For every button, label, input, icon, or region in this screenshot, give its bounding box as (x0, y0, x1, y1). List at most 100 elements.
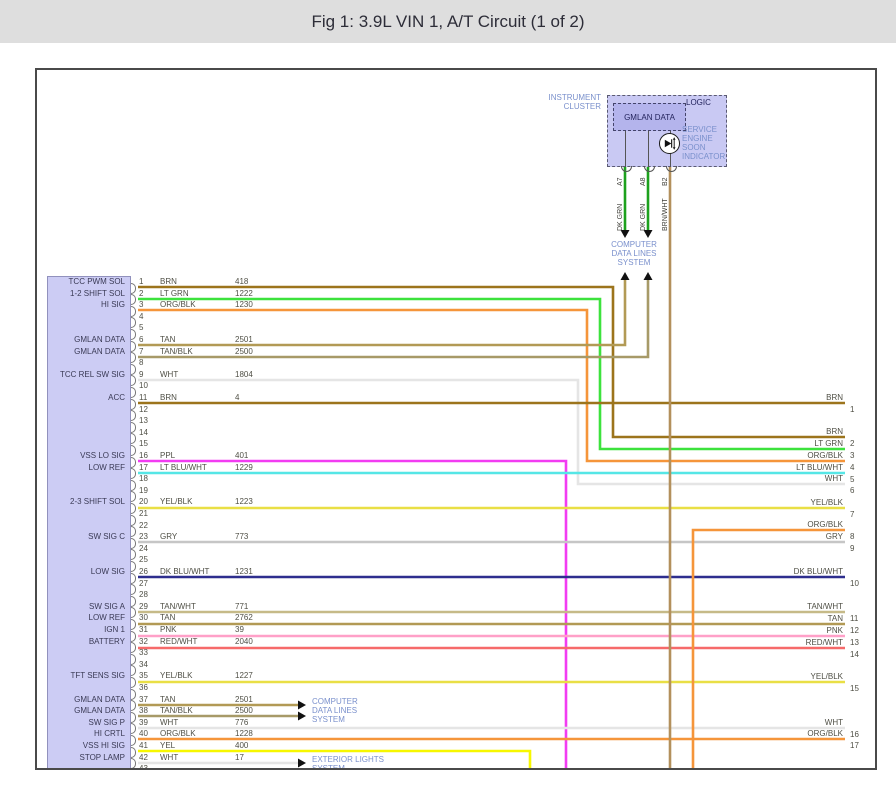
row-pin-number: 14 (139, 427, 148, 437)
right-pin-wire-color: LT BLU/WHT (796, 463, 843, 472)
row-wire-color: WHT (160, 369, 179, 379)
right-pin-number: 7 (850, 510, 855, 519)
wire-arrow-cluster-a8 (643, 230, 653, 238)
pin-notch (131, 398, 136, 410)
row-circuit-number: 1804 (235, 369, 253, 379)
right-pin-wire-color: YEL/BLK (810, 672, 843, 681)
row-pin-number: 22 (139, 520, 148, 530)
left-connector-box (47, 276, 131, 768)
right-pin-wire-color: WHT (824, 474, 843, 483)
right-pin-wire-color: PNK (826, 626, 843, 635)
right-pin-number: 10 (850, 579, 859, 588)
row-pin-number: 34 (139, 659, 148, 669)
row-wire-color: BRN (160, 277, 177, 286)
row-wire-color: YEL/BLK (160, 497, 193, 507)
pin-notch (131, 340, 136, 352)
right-pin-wire-color: BRN (826, 393, 843, 402)
connector-row-label: VSS LO SIG (80, 451, 125, 460)
row-pin-number: 12 (139, 404, 148, 414)
row-wire-color: TAN/WHT (160, 601, 196, 611)
row-pin-number: 26 (139, 567, 148, 576)
row-wire-color: TAN/BLK (160, 706, 193, 716)
pin-notch (131, 758, 136, 768)
diagram-panel[interactable]: INSTRUMENT CLUSTER GMLAN DATA LOGIC SERV… (35, 68, 877, 770)
row-pin-number: 7 (139, 346, 144, 356)
pin-notch (131, 688, 136, 700)
right-pin-number: 1 (850, 405, 855, 414)
wire-arrow-row-37 (298, 700, 306, 710)
row-pin-number: 18 (139, 474, 148, 484)
right-pin-number: 16 (850, 730, 859, 739)
connector-row-label: LOW REF (88, 613, 125, 623)
right-pin-number: 9 (850, 544, 855, 553)
row-wire-color: LT BLU/WHT (160, 462, 207, 472)
cluster-internal-wire (648, 131, 649, 167)
pin-notch (131, 421, 136, 433)
row-pin-number: 36 (139, 683, 148, 692)
right-pin-wire-color: ORG/BLK (807, 729, 843, 738)
row-pin-number: 11 (139, 393, 148, 402)
connector-row-label: LOW REF (88, 462, 125, 472)
wire-arrow-cluster-a7 (620, 230, 630, 238)
row-wire-color: TAN (160, 335, 176, 344)
pin-notch (131, 514, 136, 526)
row-circuit-number: 2040 (235, 636, 253, 646)
right-pin-wire-color: TAN (827, 614, 843, 623)
pin-notch (131, 363, 136, 375)
row-pin-number: 6 (139, 335, 144, 344)
row-wire-color: ORG/BLK (160, 300, 196, 310)
connector-row-label: 2-3 SHIFT SOL (70, 497, 125, 507)
right-pin-number: 2 (850, 439, 855, 448)
row-wire-color: DK BLU/WHT (160, 567, 210, 576)
row-pin-number: 25 (139, 555, 148, 565)
gmlan-data-label: GMLAN DATA (624, 112, 675, 122)
pin-notch (131, 653, 136, 665)
row-wire-color: YEL/BLK (160, 671, 193, 681)
connector-row-label: LOW SIG (90, 567, 125, 576)
figure-title-bar: Fig 1: 3.9L VIN 1, A/T Circuit (1 of 2) (0, 0, 896, 43)
wire-row-16 (138, 459, 568, 768)
row-wire-color: WHT (160, 717, 179, 727)
cluster-pin-label: A8 (640, 177, 647, 186)
row-pin-number: 1 (139, 277, 144, 286)
row-circuit-number: 776 (235, 717, 249, 727)
row-wire-color: PNK (160, 625, 177, 634)
cluster-exit-notch (620, 166, 632, 172)
wire-row-1 (138, 285, 845, 439)
pin-notch (131, 746, 136, 758)
row-circuit-number: 2762 (235, 613, 253, 623)
row-pin-number: 28 (139, 590, 148, 600)
connector-row-label: TCC REL SW SIG (59, 369, 125, 379)
cluster-pin-label: B2 (662, 177, 669, 186)
row-pin-number: 9 (139, 369, 144, 379)
gmlan-data-box: GMLAN DATA (613, 103, 686, 131)
row-pin-number: 17 (139, 462, 148, 472)
row-circuit-number: 1223 (235, 497, 253, 507)
row-wire-color: TAN/BLK (160, 346, 193, 356)
row-pin-number: 35 (139, 671, 148, 681)
wire-arrow-row-6 (620, 272, 630, 280)
right-pin-number: 15 (850, 684, 859, 693)
right-pin-number: 13 (850, 638, 859, 647)
row-pin-number: 4 (139, 311, 144, 321)
wire-row-6 (138, 280, 627, 347)
right-pin-wire-color: LT GRN (814, 439, 843, 448)
connector-row-label: HI CRTL (94, 729, 125, 739)
row-pin-number: 8 (139, 358, 144, 368)
indicator-lamp (659, 133, 680, 154)
row-pin-number: 5 (139, 323, 144, 333)
row-pin-number: 16 (139, 451, 148, 460)
row-pin-number: 41 (139, 741, 148, 750)
row-circuit-number: 1230 (235, 300, 253, 310)
row-wire-color: YEL (160, 741, 176, 750)
row-circuit-number: 1222 (235, 288, 253, 298)
wire-row-41 (138, 749, 532, 768)
row-circuit-number: 1229 (235, 462, 253, 472)
connector-row-label: BATTERY (88, 636, 125, 646)
row-pin-number: 43 (139, 764, 148, 770)
exterior-lights-label: EXTERIOR LIGHTS SYSTEM (312, 755, 385, 770)
row-wire-color: LT GRN (160, 288, 189, 298)
figure-title: Fig 1: 3.9L VIN 1, A/T Circuit (1 of 2) (311, 11, 585, 31)
row-pin-number: 21 (139, 509, 148, 518)
row-circuit-number: 401 (235, 451, 249, 460)
